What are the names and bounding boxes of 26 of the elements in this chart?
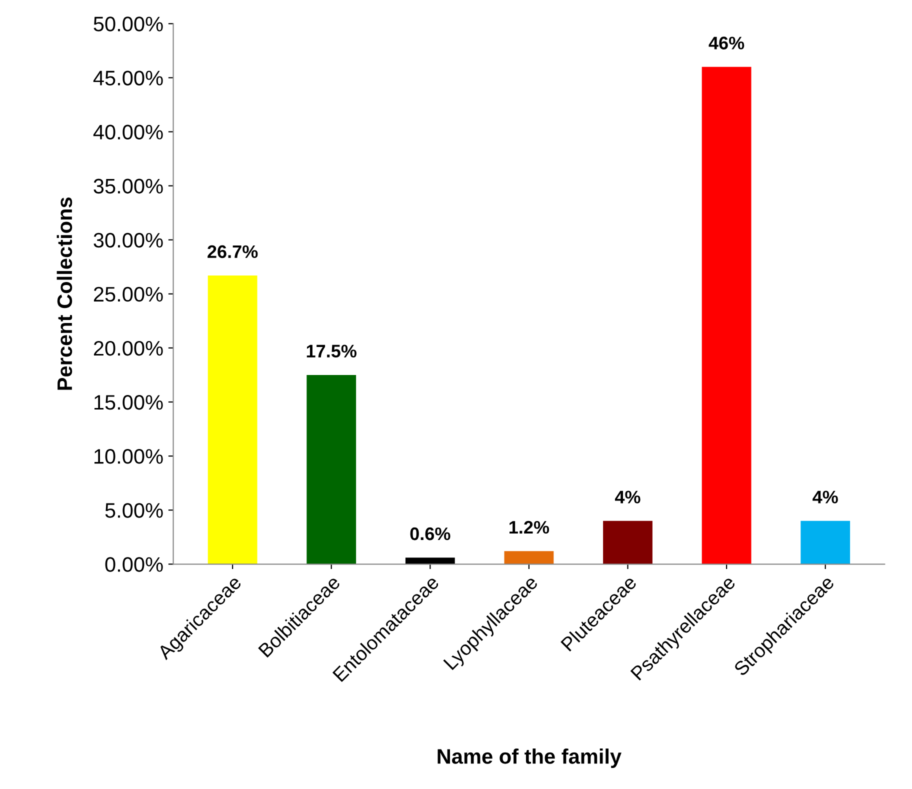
data-label: 4% bbox=[614, 490, 640, 504]
bar bbox=[800, 520, 850, 564]
y-tick-label: 35.00% bbox=[94, 178, 163, 194]
y-axis-title: Percent Collections bbox=[56, 198, 72, 390]
data-label: 17.5% bbox=[306, 344, 356, 358]
bar bbox=[603, 520, 652, 564]
y-tick-label: 40.00% bbox=[93, 124, 163, 140]
y-tick-label: 0.00% bbox=[105, 557, 163, 572]
bar bbox=[306, 374, 356, 564]
y-tick-label: 5.00% bbox=[105, 503, 163, 518]
bar bbox=[504, 551, 554, 564]
y-tick-label: 25.00% bbox=[94, 286, 163, 302]
data-label: 0.6% bbox=[410, 527, 450, 540]
y-tick-label: 10.00% bbox=[94, 449, 163, 464]
y-tick-label: 20.00% bbox=[94, 340, 163, 356]
bar bbox=[208, 276, 258, 564]
data-label: 4% bbox=[812, 490, 838, 504]
y-tick-label: 15.00% bbox=[94, 394, 163, 410]
bar bbox=[702, 66, 752, 564]
y-tick-label: 30.00% bbox=[94, 232, 163, 248]
x-axis-title: Name of the family bbox=[438, 748, 622, 768]
y-tick-label: 45.00% bbox=[93, 70, 163, 86]
y-tick-label: 50.00% bbox=[94, 16, 163, 32]
data-label: 26.7% bbox=[208, 245, 258, 258]
data-label: 46% bbox=[708, 36, 744, 50]
data-label: 1.2% bbox=[510, 520, 550, 534]
